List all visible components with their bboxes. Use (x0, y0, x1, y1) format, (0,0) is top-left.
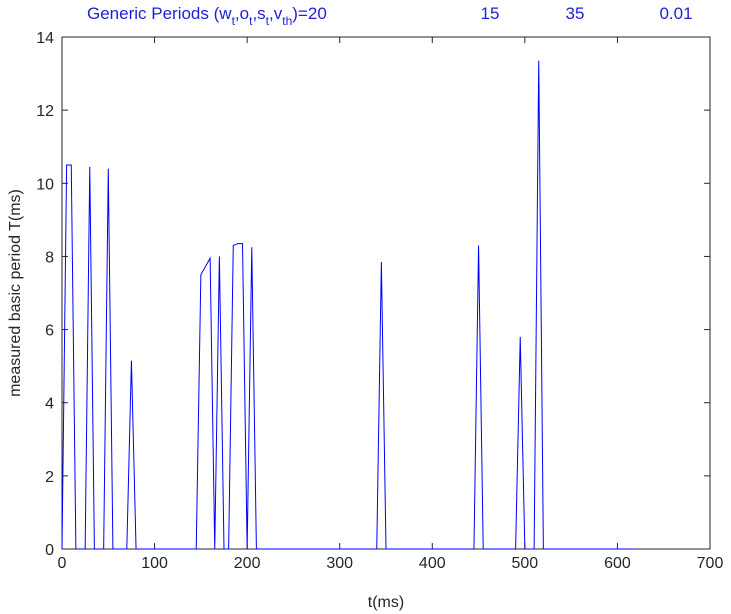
title-segment: )= (292, 4, 308, 23)
x-tick-label: 100 (141, 555, 168, 572)
title-segment: t (232, 14, 236, 28)
title-segment: t (266, 14, 270, 28)
title-value: 35 (566, 4, 585, 23)
title-segment: ,s (252, 4, 265, 23)
y-tick-label: 0 (45, 542, 54, 559)
x-tick-label: 200 (234, 555, 261, 572)
title-segment: ,v (269, 4, 283, 23)
x-tick-label: 600 (604, 555, 631, 572)
y-tick-label: 4 (45, 396, 54, 413)
title-segment: Generic Periods (w (87, 4, 232, 23)
title-value: 0.01 (659, 4, 692, 23)
x-axis-label: t(ms) (368, 594, 404, 611)
title-segment: ,o (235, 4, 249, 23)
y-tick-label: 6 (45, 323, 54, 340)
y-tick-label: 2 (45, 469, 54, 486)
x-tick-label: 500 (512, 555, 539, 572)
x-tick-label: 700 (697, 555, 724, 572)
x-tick-label: 400 (419, 555, 446, 572)
y-tick-label: 8 (45, 249, 54, 266)
x-tick-label: 0 (58, 555, 67, 572)
y-tick-label: 12 (36, 103, 54, 120)
y-axis-label: measured basic period T(ms) (7, 189, 24, 397)
title-segment: th (282, 14, 292, 28)
y-tick-label: 10 (36, 176, 54, 193)
x-tick-label: 300 (326, 555, 353, 572)
title-value: 20 (308, 4, 327, 23)
title-segment: t (249, 14, 253, 28)
data-line (61, 60, 636, 550)
title-value: 15 (481, 4, 500, 23)
y-tick-label: 14 (36, 30, 54, 47)
chart-title: Generic Periods (wt,ot,st,vth)=20 (87, 4, 327, 28)
